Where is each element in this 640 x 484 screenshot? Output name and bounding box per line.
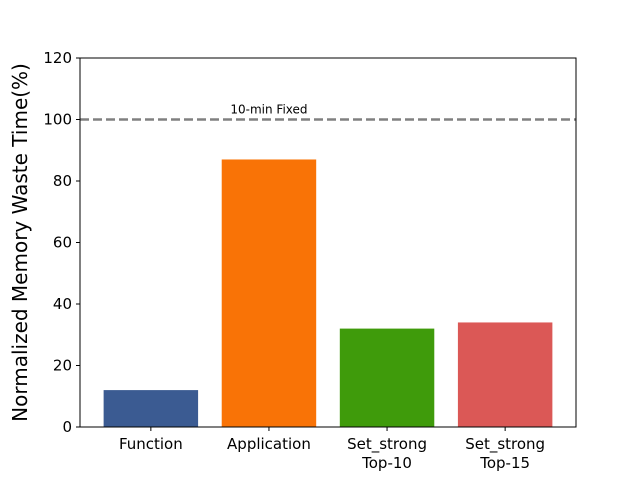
y-axis-title: Normalized Memory Waste Time(%) xyxy=(8,63,32,422)
x-tick-label-3: Set_strong Top-15 xyxy=(465,435,545,472)
bar-3 xyxy=(457,322,553,427)
y-tick-label: 80 xyxy=(53,172,72,190)
reference-line-label: 10-min Fixed xyxy=(230,103,307,117)
y-tick-label: 100 xyxy=(43,111,72,129)
reference-line-layer: 10-min Fixed xyxy=(80,103,576,121)
bars-layer xyxy=(103,159,553,427)
y-tick-label: 20 xyxy=(53,357,72,375)
bar-0 xyxy=(103,390,199,427)
bar-1 xyxy=(221,159,317,427)
y-tick-label: 0 xyxy=(62,418,72,436)
bar-2 xyxy=(339,328,435,427)
y-tick-label: 60 xyxy=(53,234,72,252)
y-tick-label: 40 xyxy=(53,295,72,313)
y-tick-label: 120 xyxy=(43,49,72,67)
x-tick-label-1: Application xyxy=(227,435,311,453)
x-tick-label-0: Function xyxy=(119,435,183,453)
x-tick-label-2: Set_strong Top-10 xyxy=(347,435,427,472)
y-axis-ticks: 0 20 40 60 80 100 120 xyxy=(43,49,80,436)
x-axis-ticks: Function Application Set_strong Top-10 Set_s… xyxy=(119,427,545,472)
